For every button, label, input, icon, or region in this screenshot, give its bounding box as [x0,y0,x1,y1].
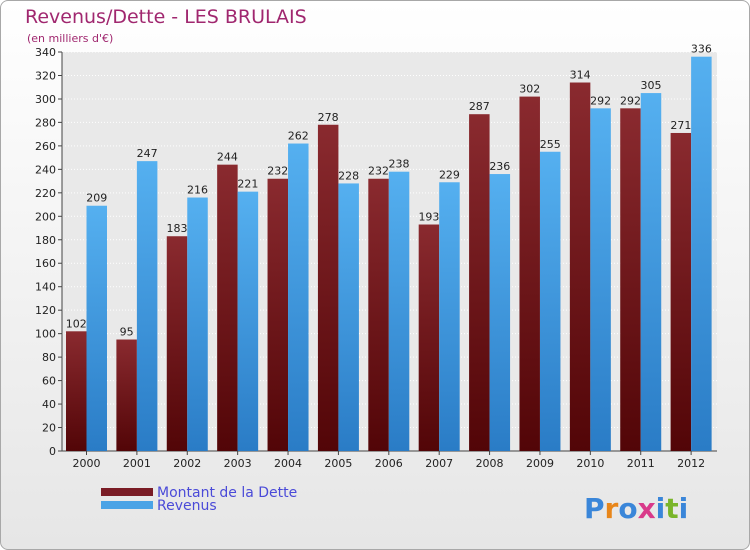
y-tick-label: 260 [35,140,56,153]
chart-subtitle: (en milliers d'€) [27,32,113,45]
y-tick-label: 120 [35,304,56,317]
debt-bar [519,96,540,451]
value-label: 238 [389,158,410,171]
debt-bar [368,178,389,451]
chart-title: Revenus/Dette - LES BRULAIS [25,6,307,28]
value-label: 232 [368,165,389,178]
revenue-bar [388,171,410,451]
y-tick-labels: 0 20 40 60 80 100 120 140 160 180 200 220 240 260 280 3… [35,46,56,458]
y-tick-label: 140 [35,281,56,294]
y-tick-label: 200 [35,210,56,223]
value-label: 271 [670,119,691,132]
value-label: 287 [469,100,490,113]
value-label: 236 [489,160,510,173]
y-tick-label: 20 [42,422,56,435]
y-tick-label: 60 [42,375,56,388]
revenue-bar [338,183,359,451]
x-tick-label: 2003 [224,457,252,470]
x-tick-label: 2008 [476,457,504,470]
y-tick-label: 160 [35,257,56,270]
x-tick-label: 2009 [526,457,554,470]
value-label: 209 [86,192,107,205]
y-tick-label: 220 [35,187,56,200]
y-tick-label: 300 [35,93,56,106]
debt-bar [670,132,692,452]
debt-bar [217,164,238,452]
debt-bar [569,82,591,451]
debt-bar [66,331,87,451]
revenue-bar [187,197,208,451]
value-label: 302 [519,83,540,96]
x-tick-label: 2011 [627,457,655,470]
debt-bar [620,108,641,452]
revenue-bar [640,93,662,451]
y-tick-label: 240 [35,163,56,176]
debt-bar [469,114,490,452]
value-label: 221 [237,178,258,191]
revenue-bar [86,205,107,451]
x-tick-label: 2002 [173,457,201,470]
value-label: 193 [418,211,439,224]
y-tick-label: 0 [49,445,56,458]
value-label: 305 [640,79,661,92]
revenue-bar [489,174,511,451]
value-label: 292 [590,94,611,107]
value-label: 228 [338,169,359,182]
legend-swatch [101,488,153,496]
value-label: 314 [570,69,591,82]
y-tick-label: 100 [35,328,56,341]
value-label: 232 [267,165,288,178]
debt-bar [418,224,440,451]
legend-swatch [101,501,153,509]
y-tick-label: 80 [42,351,56,364]
y-tick-label: 280 [35,116,56,129]
value-label: 278 [318,111,339,124]
x-tick-label: 2005 [324,457,352,470]
x-tick-label: 2006 [375,457,403,470]
x-tick-labels: 2000 2001 2002 2003 2004 2005 2006 2007 2008 2009… [73,451,705,470]
x-tick-label: 2010 [576,457,604,470]
revenue-bar [136,161,158,451]
y-tick-label: 320 [35,69,56,82]
value-label: 336 [691,43,712,56]
value-label: 229 [439,168,460,181]
y-tick-label: 180 [35,234,56,247]
revenue-bar [590,108,611,452]
legend-label: Montant de la Dette [157,485,297,501]
value-label: 102 [66,317,87,330]
revenue-bar [439,182,460,451]
x-tick-label: 2001 [123,457,151,470]
value-label: 244 [217,151,238,164]
debt-bar [116,339,137,451]
value-label: 95 [120,326,134,339]
value-label: 292 [620,94,641,107]
y-tick-label: 40 [42,398,56,411]
y-tick-label: 340 [35,46,56,59]
x-tick-label: 2004 [274,457,302,470]
revenue-bar [237,191,259,451]
revenue-bar [691,56,712,451]
value-label: 216 [187,184,208,197]
revenue-bar [288,143,309,452]
debt-bar [267,178,289,451]
x-tick-label: 2012 [677,457,705,470]
x-tick-label: 2000 [73,457,101,470]
x-tick-label: 2007 [425,457,453,470]
debt-bar [166,236,188,451]
value-label: 183 [167,222,188,235]
value-label: 262 [288,130,309,143]
value-label: 247 [137,147,158,160]
proxiti-logo: Proxiti [584,492,688,525]
debt-bar [317,124,339,452]
bars [66,56,712,452]
value-label: 255 [540,138,561,151]
legend-label: Revenus [157,498,217,514]
revenue-bar [539,151,561,451]
